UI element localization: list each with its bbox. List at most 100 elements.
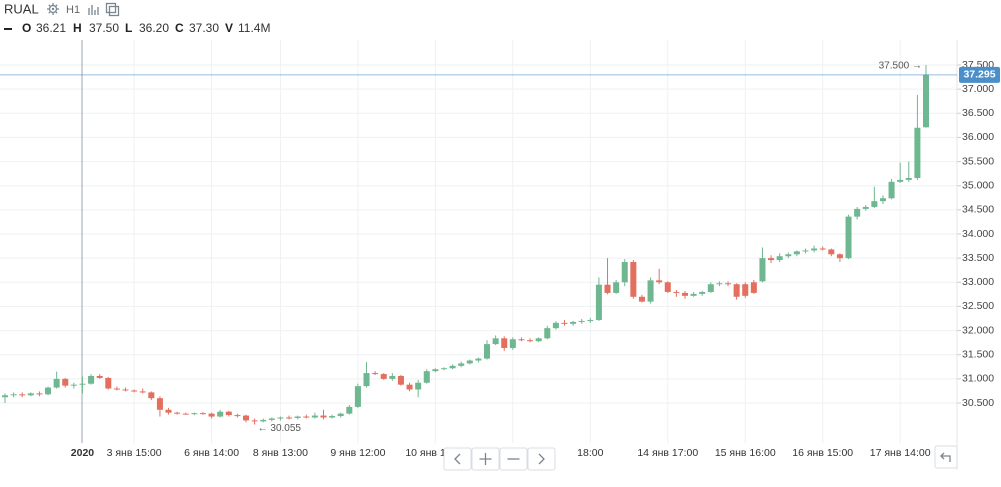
x-tick-label: 14 янв 17:00: [637, 447, 698, 459]
candle-body: [630, 262, 637, 297]
candle-body: [836, 254, 843, 259]
candle-body: [182, 413, 189, 415]
interval[interactable]: H1: [66, 4, 80, 16]
y-tick-label: 33.500: [962, 252, 994, 264]
candle-body: [664, 282, 671, 292]
y-tick-label: 33.000: [962, 276, 994, 288]
candle-body: [466, 360, 473, 364]
min-annotation: ← 30.055: [258, 423, 302, 434]
legend-key: C: [175, 21, 184, 35]
legend-key: L: [125, 21, 132, 35]
candle-body: [440, 368, 447, 370]
candle-body: [199, 413, 206, 415]
candle-body: [501, 338, 508, 348]
y-tick-label: 35.000: [962, 179, 994, 191]
candle-body: [776, 256, 783, 261]
candle-body: [62, 378, 69, 386]
candle-body: [449, 365, 456, 369]
compare-icon[interactable]: [105, 2, 120, 17]
scroll-left-button[interactable]: [443, 447, 472, 471]
candle-body: [234, 415, 241, 417]
candle-body: [914, 127, 921, 178]
y-tick-label: 32.000: [962, 324, 994, 336]
candle-body: [527, 340, 534, 342]
reset-icon: [940, 452, 951, 462]
candle-body: [681, 292, 689, 296]
candle-body: [905, 177, 912, 180]
candle-body: [88, 375, 95, 384]
candle-body: [174, 412, 181, 414]
navigation: [443, 445, 958, 471]
max-annotation: 37.500 →: [879, 61, 922, 72]
scroll-right-button[interactable]: [527, 447, 556, 471]
candles: [1, 64, 930, 425]
candle-body: [793, 251, 800, 255]
candle-body: [148, 392, 155, 399]
candle-body: [544, 328, 551, 339]
candle-body: [750, 282, 757, 293]
candle-body: [621, 262, 628, 283]
candle-body: [303, 416, 310, 418]
scroll-left-icon: [454, 453, 461, 465]
legend-value: 36.20: [139, 21, 169, 35]
candle-body: [45, 387, 52, 395]
candle-body: [380, 374, 387, 379]
y-tick-label: 34.500: [962, 204, 994, 216]
candle-body: [397, 375, 404, 385]
candle-body: [294, 416, 301, 418]
candle-body: [638, 296, 645, 302]
candle-body: [70, 384, 77, 386]
candle-body: [828, 249, 835, 255]
legend-key: V: [225, 21, 233, 35]
candle-body: [268, 418, 275, 420]
legend-value: 37.30: [189, 21, 219, 35]
candle-body: [742, 284, 749, 296]
candle-body: [785, 254, 792, 257]
candle-body: [871, 201, 878, 207]
candle-body: [286, 417, 293, 419]
x-tick-label: 6 янв 14:00: [184, 447, 239, 459]
candle-body: [716, 283, 723, 285]
y-tick-label: 34.000: [962, 228, 994, 240]
symbol: RUAL: [4, 1, 39, 16]
candle-body: [96, 375, 103, 378]
candle-body: [191, 413, 198, 415]
candle-body: [725, 283, 732, 285]
candle-body: [802, 250, 809, 252]
zoom-in-icon: [479, 453, 492, 465]
legend-key: H: [73, 21, 82, 35]
candle-body: [854, 208, 861, 217]
reset-button[interactable]: [934, 445, 958, 469]
last-price-label: 37.295: [963, 69, 995, 81]
candle-body: [768, 258, 775, 261]
candle-body: [165, 409, 172, 413]
chart-type-icon[interactable]: [88, 5, 99, 15]
candle-body: [372, 373, 379, 375]
candle-body: [1, 395, 9, 398]
candle-body: [432, 369, 439, 372]
y-tick-label: 31.500: [962, 349, 994, 361]
candle-body: [888, 181, 895, 199]
settings-icon[interactable]: [47, 3, 59, 15]
candle-body: [879, 198, 886, 202]
candle-body: [535, 338, 542, 342]
x-tick-label: 2020: [71, 447, 95, 459]
candle-body: [156, 398, 163, 410]
x-tick-label: 16 янв 15:00: [792, 447, 853, 459]
candle-body: [922, 74, 930, 128]
candle-body: [561, 322, 568, 324]
candle-body: [346, 406, 353, 414]
candle-body: [277, 417, 284, 419]
candle-body: [311, 415, 318, 418]
candle-body: [604, 284, 611, 293]
candle-body: [707, 284, 714, 292]
candle-body: [225, 411, 232, 416]
candle-body: [690, 293, 697, 296]
legend-value: 36.21: [36, 21, 66, 35]
candle-body: [122, 389, 129, 391]
ohlc-legend: O 36.21 H 37.50 L 36.20 C 37.30 V 11.4M: [22, 21, 270, 35]
candle-body: [105, 377, 112, 389]
scroll-right-icon: [538, 453, 545, 465]
candle-body: [79, 383, 86, 385]
